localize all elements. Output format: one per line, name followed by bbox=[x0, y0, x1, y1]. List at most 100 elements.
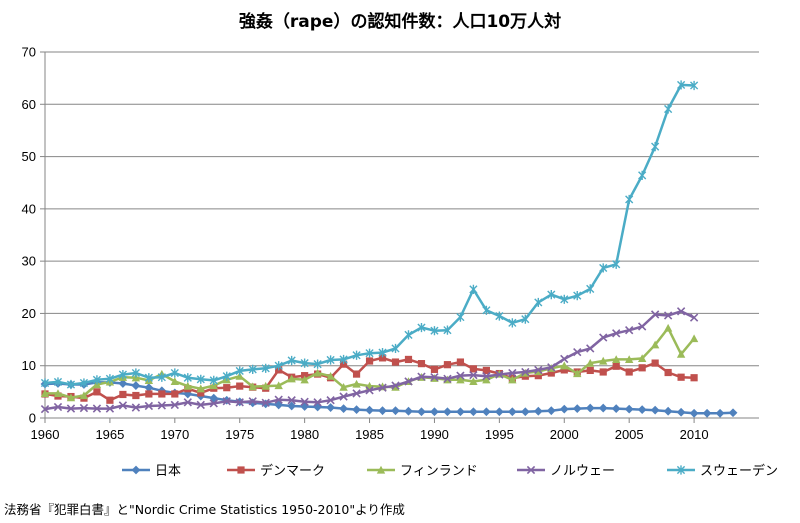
data-point-2-1976 bbox=[248, 382, 257, 391]
data-point-3-1968 bbox=[144, 401, 154, 411]
data-point-0-1987 bbox=[391, 406, 400, 416]
data-point-2-1971 bbox=[183, 381, 192, 390]
data-point-2-2004 bbox=[612, 355, 621, 364]
data-point-3-1974 bbox=[222, 397, 231, 406]
data-point-1-1975 bbox=[236, 382, 244, 390]
data-point-3-1967 bbox=[131, 403, 141, 412]
legend-label-3: ノルウェー bbox=[550, 464, 615, 479]
data-point-1-1999 bbox=[547, 369, 555, 377]
data-point-3-2007 bbox=[650, 310, 660, 319]
data-point-3-1960 bbox=[40, 404, 50, 414]
data-point-0-1967 bbox=[131, 381, 141, 390]
data-point-3-1981 bbox=[313, 398, 322, 407]
data-point-4-1966 bbox=[118, 370, 127, 380]
data-point-2-1972 bbox=[196, 384, 205, 393]
data-point-4-1972 bbox=[196, 374, 205, 384]
data-point-3-1976 bbox=[248, 397, 257, 406]
data-point-0-1985 bbox=[365, 405, 374, 415]
x-tick-label-1995: 1995 bbox=[485, 427, 514, 442]
data-point-3-2004 bbox=[612, 329, 621, 338]
data-point-1-2010 bbox=[690, 374, 698, 382]
data-point-1-1990 bbox=[430, 365, 439, 373]
data-point-3-1995 bbox=[495, 370, 504, 379]
data-point-2-1973 bbox=[209, 381, 218, 390]
data-point-3-1962 bbox=[66, 404, 76, 413]
data-point-4-1985 bbox=[365, 348, 374, 358]
data-point-0-1997 bbox=[520, 407, 530, 417]
data-point-2-2001 bbox=[573, 369, 582, 378]
x-tick-label-2010: 2010 bbox=[680, 427, 709, 442]
data-point-3-1973 bbox=[209, 399, 218, 408]
data-point-3-1971 bbox=[183, 398, 192, 407]
data-point-4-1977 bbox=[261, 363, 270, 373]
data-point-3-1988 bbox=[404, 377, 413, 386]
data-point-1-1974 bbox=[223, 384, 231, 392]
data-point-4-2003 bbox=[599, 263, 608, 273]
data-point-0-2010 bbox=[689, 408, 699, 418]
data-point-1-2008 bbox=[664, 368, 672, 377]
legend-marker-0 bbox=[131, 465, 141, 475]
data-point-4-1968 bbox=[144, 373, 153, 383]
data-point-2-2007 bbox=[650, 340, 660, 349]
data-point-4-1978 bbox=[274, 361, 283, 371]
data-point-3-1994 bbox=[482, 372, 491, 381]
data-point-4-1969 bbox=[157, 372, 166, 382]
data-point-0-2000 bbox=[559, 404, 569, 414]
data-point-1-1987 bbox=[391, 358, 400, 366]
data-point-3-1997 bbox=[521, 367, 530, 377]
data-point-3-1983 bbox=[339, 392, 348, 401]
legend-item-4: スウェーデン bbox=[667, 463, 778, 479]
x-tick-label-1965: 1965 bbox=[95, 427, 124, 442]
legend-marker-4 bbox=[676, 465, 686, 475]
x-tick-label-1990: 1990 bbox=[420, 427, 449, 442]
x-tick-label-1975: 1975 bbox=[225, 427, 254, 442]
data-point-4-1963 bbox=[79, 378, 89, 388]
data-point-0-2009 bbox=[676, 407, 686, 417]
data-point-1-2007 bbox=[651, 359, 659, 367]
legend: 日本 デンマーク フィンランド ノルウェー スウェーデン bbox=[122, 463, 778, 479]
source-note: 法務省『犯罪白書』と"Nordic Crime Statistics 1950-… bbox=[4, 502, 405, 517]
legend-item-2: フィンランド bbox=[367, 464, 478, 479]
data-point-0-1996 bbox=[507, 407, 517, 417]
y-tick-label-70: 70 bbox=[22, 45, 36, 60]
x-tick-label-1960: 1960 bbox=[31, 427, 60, 442]
data-point-3-1996 bbox=[508, 368, 517, 378]
data-point-1-1969 bbox=[158, 390, 166, 398]
data-point-4-1986 bbox=[378, 348, 387, 358]
data-point-2-1983 bbox=[339, 382, 348, 391]
data-point-4-1975 bbox=[235, 366, 244, 376]
data-point-4-1961 bbox=[53, 377, 63, 387]
data-point-1-1988 bbox=[404, 355, 413, 364]
data-point-2-1994 bbox=[482, 375, 491, 384]
data-point-1-1998 bbox=[534, 372, 542, 380]
data-point-0-2008 bbox=[663, 406, 673, 416]
data-point-4-2007 bbox=[651, 142, 660, 152]
data-point-3-1989 bbox=[417, 372, 426, 381]
data-point-3-1990 bbox=[430, 373, 439, 382]
data-point-0-2006 bbox=[637, 405, 647, 415]
data-point-4-2010 bbox=[689, 80, 699, 91]
data-point-3-1969 bbox=[157, 401, 167, 410]
data-point-1-1967 bbox=[132, 391, 140, 400]
x-tick-label-1985: 1985 bbox=[355, 427, 384, 442]
data-point-3-2001 bbox=[573, 347, 582, 357]
data-point-4-1981 bbox=[313, 359, 322, 369]
data-point-2-2003 bbox=[599, 356, 608, 365]
data-point-3-1987 bbox=[391, 381, 400, 390]
data-point-1-1970 bbox=[171, 390, 179, 398]
data-point-3-2006 bbox=[637, 322, 647, 331]
data-point-3-1972 bbox=[196, 400, 205, 410]
data-point-0-2012 bbox=[715, 408, 725, 418]
data-point-2-1982 bbox=[326, 371, 335, 380]
y-tick-label-10: 10 bbox=[22, 358, 36, 373]
data-point-0-1983 bbox=[339, 404, 348, 413]
data-point-1-1972 bbox=[197, 389, 205, 397]
data-point-4-1987 bbox=[391, 343, 400, 354]
data-point-4-2006 bbox=[638, 170, 647, 180]
data-point-3-1998 bbox=[534, 365, 543, 375]
x-tick-label-1980: 1980 bbox=[290, 427, 319, 442]
data-point-3-1961 bbox=[53, 402, 63, 412]
data-point-1-2004 bbox=[612, 362, 620, 370]
data-point-4-2008 bbox=[664, 104, 673, 114]
